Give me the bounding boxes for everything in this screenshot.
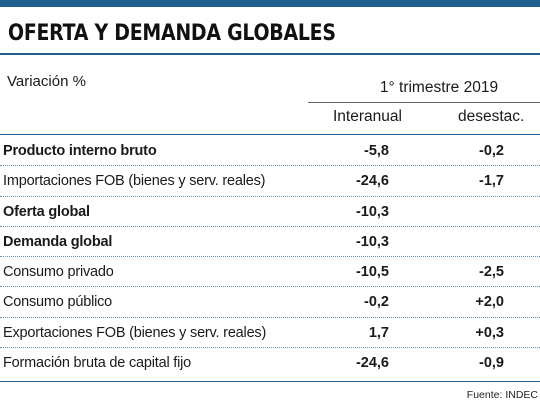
table-row: Formación bruta de capital fijo -24,6 -0… — [0, 348, 540, 377]
column-header-desestac: desestac. — [458, 108, 525, 125]
interanual-value: -10,3 — [355, 203, 389, 220]
table-row: Oferta global -10,3 — [0, 197, 540, 227]
source-note: Fuente: INDEC — [466, 389, 538, 401]
table-row: Exportaciones FOB (bienes y serv. reales… — [0, 318, 540, 349]
table-row: Consumo privado -10,5 -2,5 — [0, 257, 540, 288]
interanual-value: 1,7 — [368, 324, 389, 341]
row-label: Consumo público — [3, 294, 113, 311]
interanual-value: -24,6 — [355, 173, 389, 190]
interanual-value: -10,3 — [355, 233, 389, 250]
period-divider — [308, 102, 540, 103]
row-label: Oferta global — [3, 203, 90, 220]
row-label: Demanda global — [3, 233, 113, 250]
interanual-value: -5,8 — [364, 143, 389, 159]
bottom-divider — [0, 381, 540, 382]
interanual-value: -0,2 — [364, 294, 389, 311]
desestac-value: +2,0 — [475, 294, 504, 311]
interanual-value: -10,5 — [355, 264, 389, 281]
row-label: Producto interno bruto — [3, 143, 157, 159]
top-accent-bar — [0, 0, 540, 7]
title-divider — [0, 53, 540, 55]
table-row: Consumo público -0,2 +2,0 — [0, 287, 540, 318]
row-label: Consumo privado — [3, 264, 114, 281]
header-divider — [0, 134, 540, 135]
row-label: Importaciones FOB (bienes y serv. reales… — [3, 173, 266, 190]
variation-label: Variación % — [7, 73, 86, 90]
desestac-value: +0,3 — [475, 324, 504, 341]
desestac-value: -0,9 — [479, 355, 504, 372]
table-row: Importaciones FOB (bienes y serv. reales… — [0, 166, 540, 197]
table-body: Producto interno bruto -5,8 -0,2 Importa… — [0, 136, 540, 377]
interanual-value: -24,6 — [355, 355, 389, 372]
row-label: Exportaciones FOB (bienes y serv. reales… — [3, 324, 267, 341]
table-title: OFERTA Y DEMANDA GLOBALES — [8, 21, 336, 46]
desestac-value: -0,2 — [479, 143, 504, 159]
desestac-value: -1,7 — [479, 173, 504, 190]
table-row: Producto interno bruto -5,8 -0,2 — [0, 136, 540, 167]
row-label: Formación bruta de capital fijo — [3, 355, 192, 372]
column-header-interanual: Interanual — [333, 108, 402, 125]
desestac-value: -2,5 — [479, 264, 504, 281]
period-label: 1° trimestre 2019 — [379, 79, 499, 96]
table-row: Demanda global -10,3 — [0, 227, 540, 258]
